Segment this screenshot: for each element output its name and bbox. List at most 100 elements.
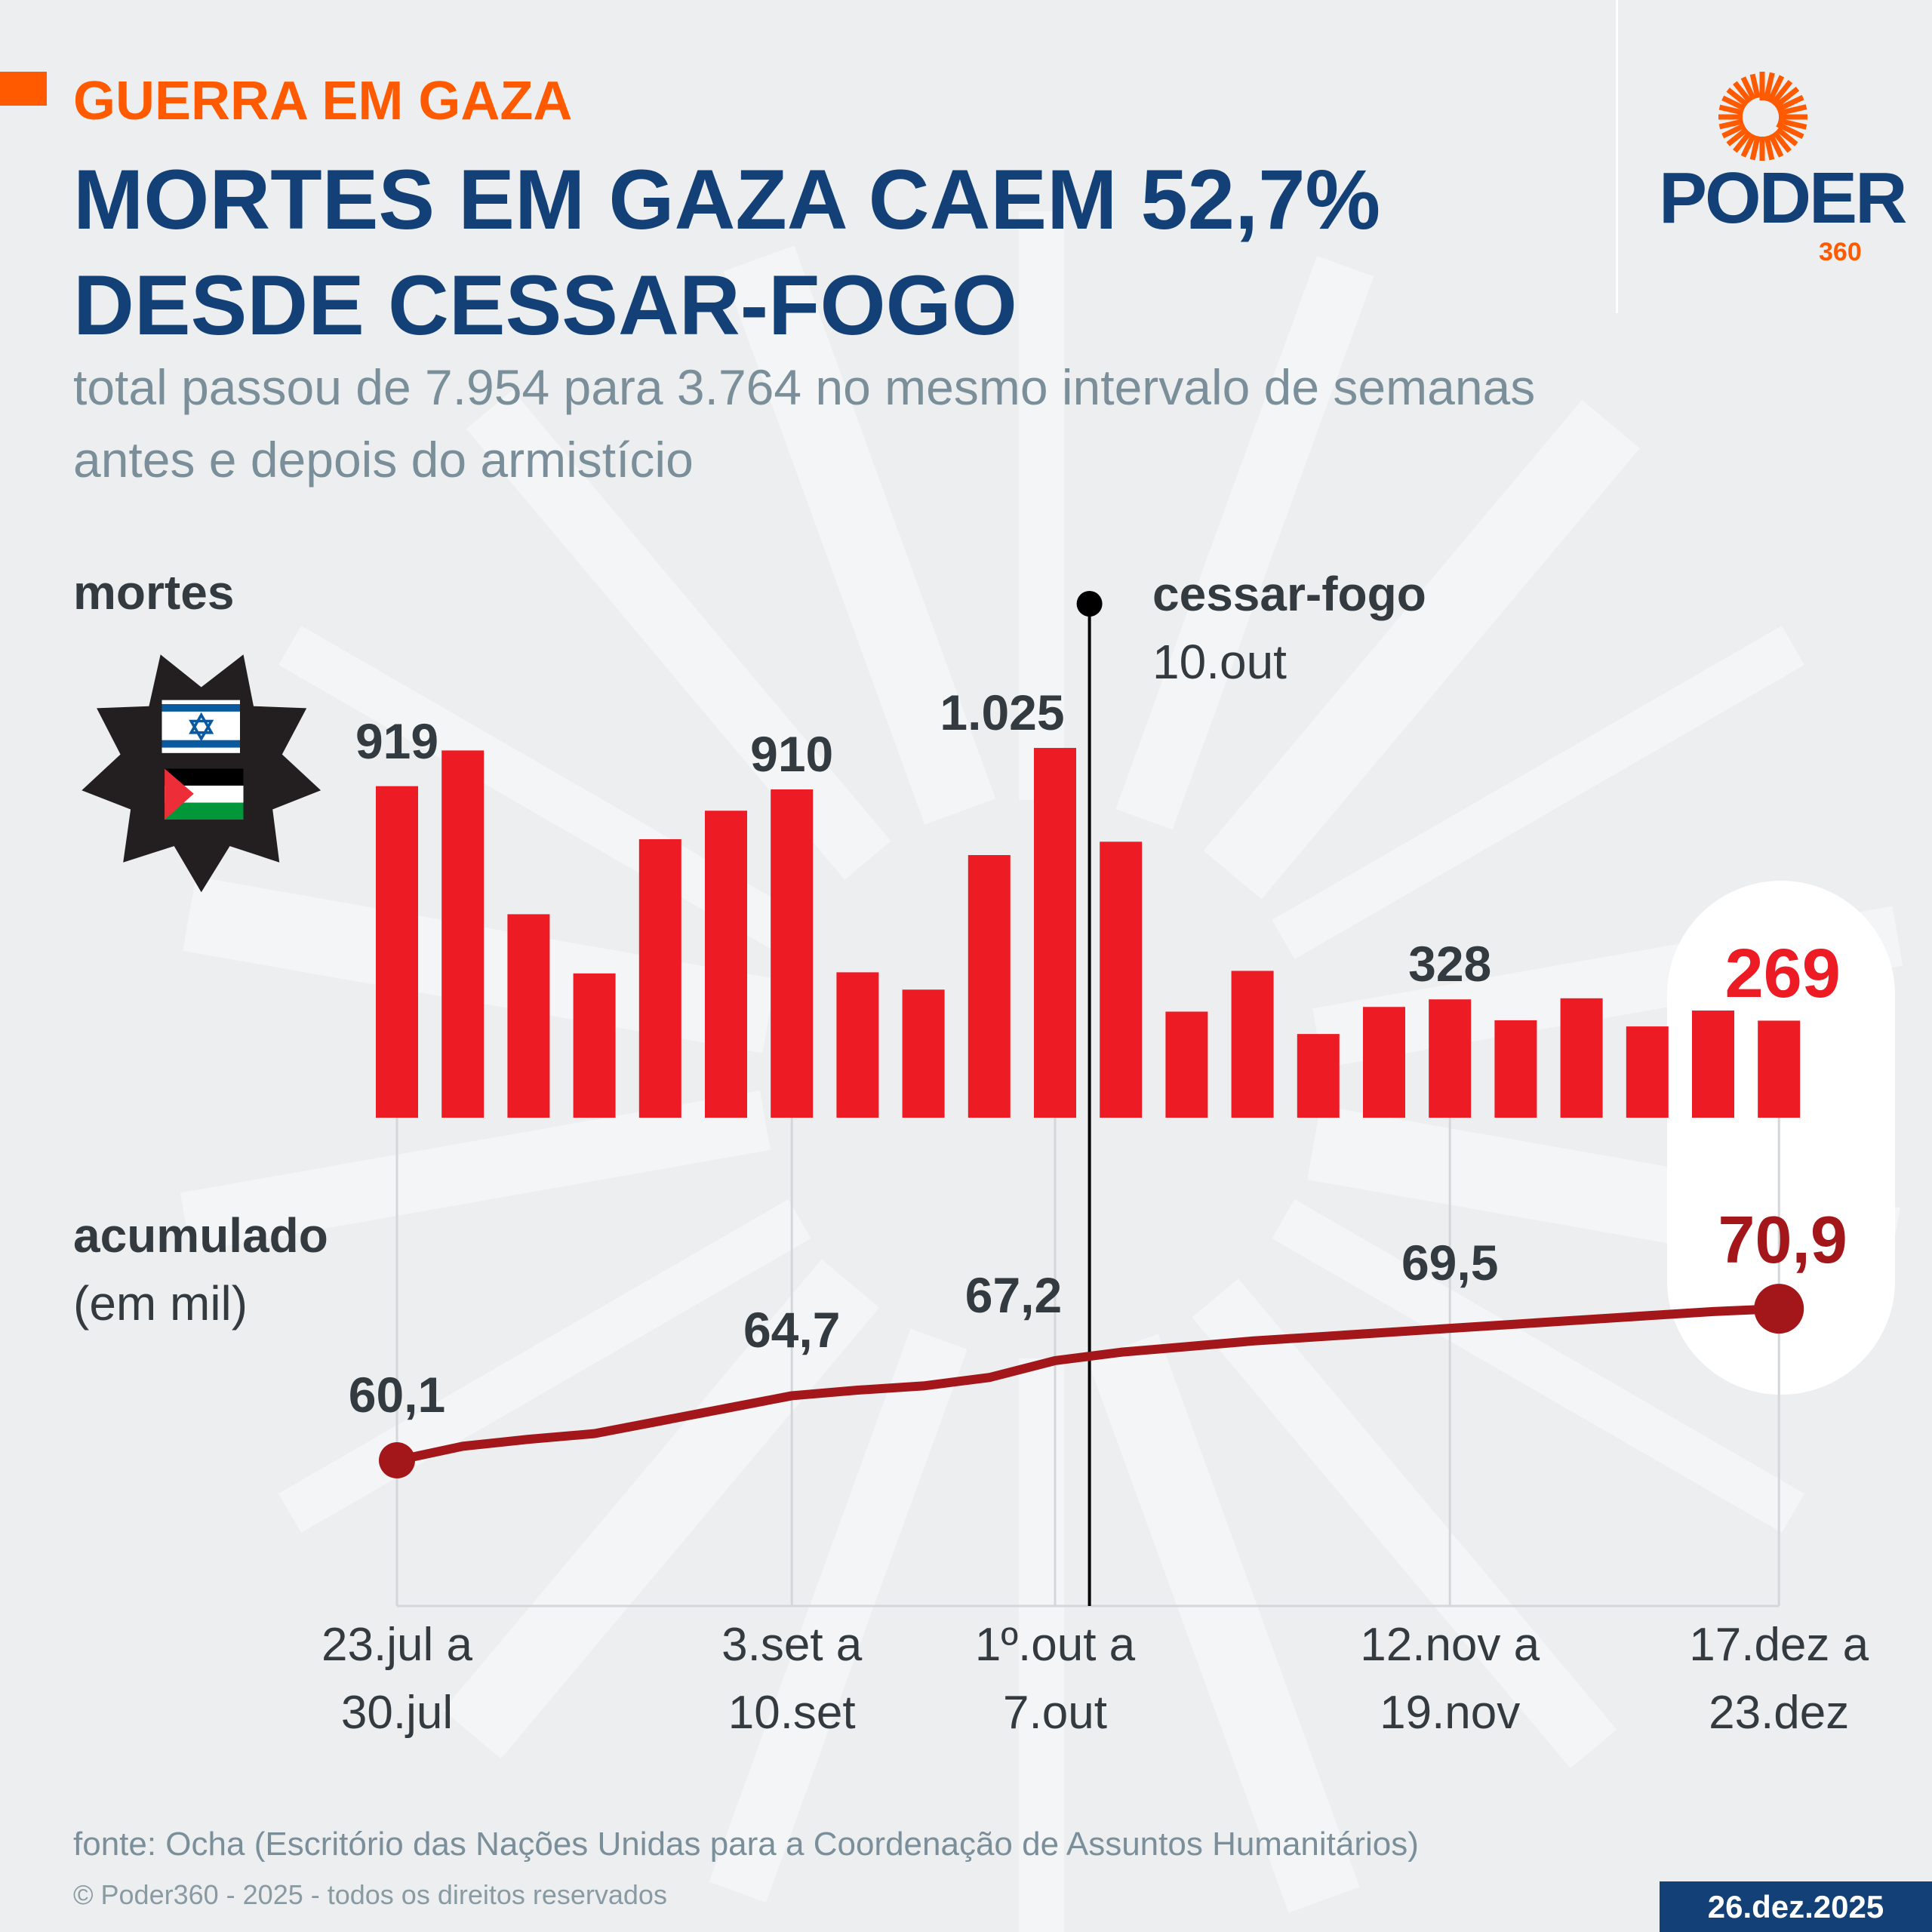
x-tick-label: 3.set a 10.set [721, 1619, 863, 1739]
background-ray [1192, 1278, 1617, 1769]
divider [1616, 0, 1618, 313]
line-value-label: 69,5 [1401, 1235, 1499, 1291]
background-ray [1087, 1334, 1360, 1913]
sun-ray [1770, 79, 1793, 106]
logo-text: PODER [1659, 158, 1907, 238]
x-tick-label: 17.dez a 23.dez [1689, 1619, 1869, 1739]
background-ray [709, 1328, 968, 1903]
logo-suffix: 360 [1819, 238, 1862, 266]
background-ray [1019, 211, 1064, 800]
bar [1560, 998, 1603, 1118]
x-tick-label: 23.jul a 30.jul [321, 1619, 472, 1739]
background-ray [180, 1091, 771, 1253]
bar [902, 989, 945, 1118]
background-ray [278, 1199, 811, 1533]
bar [1626, 1026, 1669, 1118]
ceasefire-label: cessar-fogo [1152, 567, 1426, 621]
line-value-label: 70,9 [1718, 1202, 1847, 1277]
kicker-mark [0, 72, 47, 106]
bar [705, 811, 747, 1118]
bar [1100, 841, 1143, 1118]
x-tick-label: 1º.out a 7.out [974, 1619, 1136, 1739]
bar [1165, 1011, 1208, 1118]
ceasefire-dot [1076, 591, 1103, 617]
bar [968, 855, 1011, 1118]
sun-ray [1740, 76, 1756, 101]
bar [507, 914, 550, 1118]
page-title: MORTES EM GAZA CAEM 52,7% DESDE CESSAR-F… [73, 152, 1381, 352]
background-ray [723, 245, 996, 825]
bar [638, 838, 681, 1118]
background-ray [1115, 256, 1374, 830]
background-ray [466, 389, 891, 880]
sun-ray [1733, 131, 1752, 153]
subtitle: total passou de 7.954 para 3.764 no mesm… [73, 359, 1536, 488]
bar-value-label: 919 [355, 713, 439, 770]
sun-ray [1718, 104, 1744, 115]
bar [1758, 1020, 1801, 1118]
bar [771, 789, 814, 1118]
poder360-sun-icon [1718, 72, 1807, 161]
background-ray [1272, 1199, 1804, 1533]
bar [1429, 999, 1472, 1118]
sun-ray [1767, 75, 1785, 103]
sun-ray [1763, 72, 1775, 102]
sun-ray [1721, 123, 1746, 139]
flags-badge [82, 654, 321, 893]
date-badge: 26.dez.2025 [1660, 1881, 1932, 1932]
cumulative-line [395, 1304, 1780, 1465]
background-ray [1272, 626, 1804, 959]
x-tick-label: 12.nov a 19.nov [1360, 1619, 1540, 1739]
sun-ray [1777, 118, 1807, 130]
sun-ray [1768, 133, 1784, 158]
bar [1231, 971, 1274, 1118]
sun-ray [1749, 135, 1761, 161]
bar-value-label: 1.025 [940, 685, 1065, 741]
bar [573, 973, 616, 1118]
sun-ray [1776, 127, 1798, 146]
bar [1034, 748, 1076, 1118]
background-ray [443, 1259, 880, 1759]
bar [1494, 1020, 1537, 1118]
sun-ray [1764, 135, 1775, 161]
line-value-label: 60,1 [348, 1367, 446, 1423]
line-series-unit: (em mil) [73, 1276, 248, 1331]
bar-value-label: 269 [1724, 935, 1841, 1012]
sun-ray [1776, 122, 1804, 140]
bar-value-label: 910 [750, 726, 834, 783]
bar [1692, 1011, 1734, 1118]
palestine-flag-icon [165, 768, 244, 820]
background-ray [1019, 1358, 1064, 1932]
source-note: fonte: Ocha (Escritório das Nações Unida… [73, 1826, 1419, 1863]
bar [1363, 1007, 1405, 1118]
sun-ray [1726, 88, 1749, 107]
sun-ray [1726, 127, 1749, 146]
line-start-point [379, 1442, 415, 1478]
ceasefire-date: 10.out [1152, 635, 1287, 689]
line-series-label: acumulado [73, 1208, 328, 1263]
bar [376, 786, 418, 1118]
bar [441, 750, 485, 1118]
sun-ray [1721, 95, 1746, 111]
bar-series-label: mortes [73, 565, 235, 620]
bar [836, 972, 879, 1118]
sun-ray [1749, 73, 1761, 99]
sun-ray [1740, 133, 1756, 158]
sun-ray [1776, 94, 1804, 112]
bar [1297, 1034, 1340, 1118]
sun-ray [1774, 86, 1800, 109]
sun-ray [1777, 104, 1807, 116]
sun-ray [1772, 131, 1792, 153]
background-ray [1203, 399, 1640, 900]
line-value-label: 64,7 [743, 1302, 841, 1358]
sun-ray [1718, 118, 1744, 130]
israel-flag-icon [162, 700, 240, 753]
copyright: © Poder360 - 2025 - todos os direitos re… [73, 1879, 667, 1910]
line-value-label: 67,2 [964, 1266, 1063, 1323]
bar-value-label: 328 [1408, 936, 1492, 992]
line-end-point [1754, 1284, 1804, 1334]
sun-ray [1733, 81, 1752, 103]
kicker: GUERRA EM GAZA [73, 71, 573, 131]
